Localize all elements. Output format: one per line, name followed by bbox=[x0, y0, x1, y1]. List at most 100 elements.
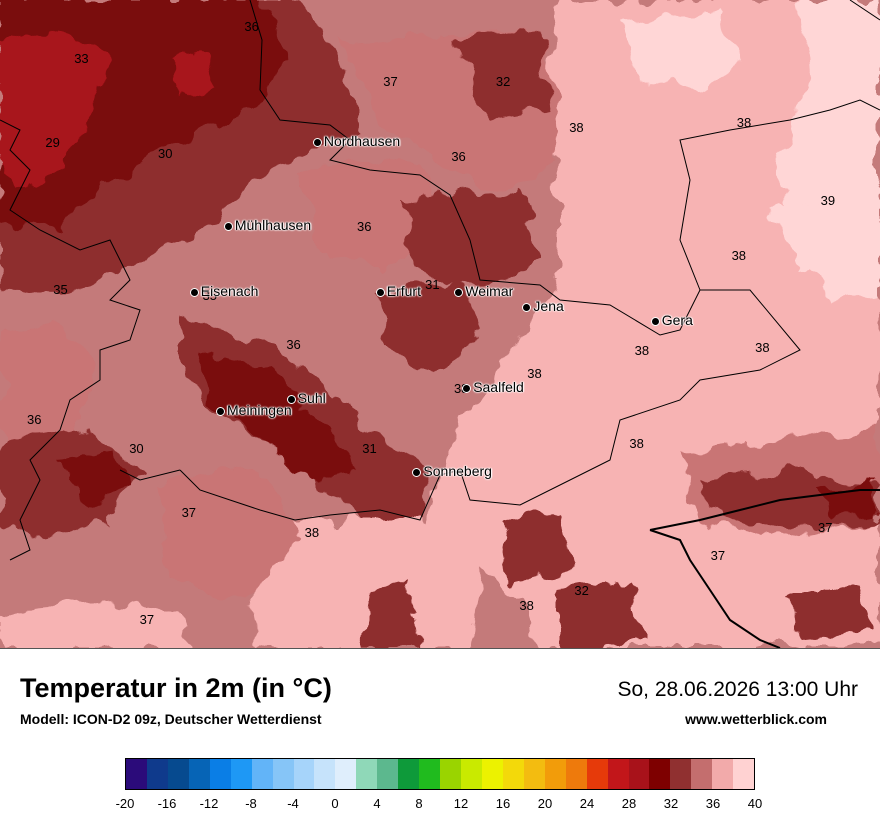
temperature-value-label: 38 bbox=[569, 120, 584, 136]
colorbar-swatch bbox=[335, 759, 357, 789]
temperature-value-label: 32 bbox=[574, 583, 589, 599]
colorbar-tick-label: 24 bbox=[579, 796, 595, 811]
colorbar-tick-label: 0 bbox=[331, 796, 339, 811]
city-marker[interactable] bbox=[522, 302, 532, 312]
temperature-value-label: 30 bbox=[158, 146, 173, 162]
colorbar-swatch bbox=[188, 759, 210, 789]
colorbar-tick-label: 40 bbox=[747, 796, 763, 811]
model-subtitle: Modell: ICON-D2 09z, Deutscher Wetterdie… bbox=[20, 711, 322, 727]
temperature-value-label: 38 bbox=[527, 366, 542, 382]
temperature-value-label: 32 bbox=[495, 74, 511, 89]
colorbar-swatch bbox=[628, 759, 650, 789]
state-borders bbox=[0, 0, 880, 561]
colorbar-tick-label: 16 bbox=[495, 796, 511, 811]
colorbar-swatch bbox=[314, 759, 336, 789]
temperature-value-label: 38 bbox=[629, 435, 644, 451]
colorbar-swatch bbox=[126, 759, 147, 789]
colorbar-swatch bbox=[377, 759, 399, 789]
temperature-value-label: 35 bbox=[202, 288, 217, 304]
colorbar-swatch bbox=[523, 759, 545, 789]
colorbar-tick-label: 28 bbox=[621, 796, 637, 811]
colorbar-tick-label: -8 bbox=[245, 796, 257, 811]
city-marker[interactable] bbox=[375, 288, 385, 298]
temperature-value-label: 36 bbox=[244, 19, 259, 35]
city-label: Suhl bbox=[297, 390, 326, 407]
city-label: Erfurt bbox=[386, 283, 421, 300]
temperature-value-label: 38 bbox=[634, 343, 650, 359]
temperature-value-label: 31 bbox=[362, 441, 377, 457]
city-label: Nordhausen bbox=[323, 132, 401, 149]
temperature-field bbox=[0, 0, 880, 648]
colorbar-swatch bbox=[167, 759, 189, 789]
city-marker[interactable] bbox=[462, 383, 472, 393]
city-label: Weimar bbox=[465, 283, 514, 300]
colorbar-tick-label: 20 bbox=[537, 796, 553, 811]
city-label: Meiningen bbox=[227, 401, 292, 418]
colorbar-swatch bbox=[670, 759, 692, 789]
temperature-zones bbox=[0, 0, 880, 648]
colorbar-swatch bbox=[440, 759, 461, 789]
city-marker[interactable] bbox=[312, 137, 322, 147]
temperature-value-label: 29 bbox=[45, 134, 60, 150]
colorbar-ticks: -20 -16 -12 -8 -4 0 4 8 12 16 20 24 28 32 36 40 bbox=[116, 796, 763, 812]
temperature-value-label: 37 bbox=[383, 74, 398, 89]
temperature-value-label: 31 bbox=[425, 276, 440, 292]
city-marker[interactable] bbox=[216, 406, 225, 416]
colorbar-tick-label: -16 bbox=[157, 796, 177, 811]
city-label: Sonneberg bbox=[423, 462, 492, 479]
city-label: Eisenach bbox=[200, 283, 259, 300]
colorbar-tick-label: -4 bbox=[287, 796, 299, 811]
city-marker[interactable] bbox=[454, 288, 464, 298]
city-marker[interactable] bbox=[286, 395, 296, 405]
city-label: Gera bbox=[661, 312, 693, 329]
colorbar-tick-label: 12 bbox=[453, 796, 469, 811]
temperature-value-label: 37 bbox=[139, 612, 155, 628]
colorbar-swatch bbox=[356, 759, 378, 789]
temperature-value-label: 33 bbox=[74, 50, 89, 66]
colorbar-swatch bbox=[733, 759, 755, 789]
colorbar bbox=[125, 758, 755, 790]
temperature-map[interactable]: 36 33 37 32 38 38 29 30 36 39 36 38 35 35 31 36 38 38 38 38… bbox=[0, 0, 880, 649]
colorbar-swatch bbox=[461, 759, 482, 789]
forecast-datetime: So, 28.06.2026 13:00 Uhr bbox=[617, 678, 858, 701]
colorbar-swatch bbox=[481, 759, 503, 789]
city-label: Saalfeld bbox=[473, 378, 524, 395]
city-label: Mühlhausen bbox=[234, 216, 312, 233]
city-label: Jena bbox=[533, 297, 564, 314]
colorbar-swatch bbox=[419, 759, 441, 789]
temperature-value-label: 37 bbox=[710, 548, 726, 564]
website-link[interactable]: www.wetterblick.com bbox=[685, 711, 827, 727]
colorbar-swatch bbox=[146, 759, 168, 789]
colorbar-swatch bbox=[251, 759, 273, 789]
colorbar-tick-label: 36 bbox=[705, 796, 721, 811]
temperature-value-label: 38 bbox=[731, 247, 747, 263]
temperature-value-label: 30 bbox=[129, 441, 144, 457]
temperature-value-label: 38 bbox=[736, 114, 752, 130]
temperature-value-label: 37 bbox=[181, 505, 197, 521]
city-marker[interactable] bbox=[412, 467, 422, 477]
temperature-value-label: 38 bbox=[304, 525, 320, 541]
temperature-value-label: 36 bbox=[357, 218, 372, 234]
colorbar-tick-label: 32 bbox=[663, 796, 679, 811]
city-marker[interactable] bbox=[189, 288, 199, 298]
city-marker[interactable] bbox=[650, 317, 660, 327]
colorbar-swatch bbox=[272, 759, 294, 789]
country-border bbox=[649, 489, 880, 648]
colorbar-swatch bbox=[230, 759, 252, 789]
colorbar-swatch bbox=[544, 759, 566, 789]
temperature-value-label: 38 bbox=[755, 340, 770, 356]
colorbar-swatch bbox=[649, 759, 671, 789]
temperature-value-label: 36 bbox=[27, 412, 42, 428]
temperature-value-label: 39 bbox=[820, 192, 836, 208]
colorbar-swatch bbox=[607, 759, 629, 789]
chart-title: Temperatur in 2m (in °C) bbox=[20, 673, 332, 703]
city-marker[interactable] bbox=[223, 221, 233, 231]
colorbar-swatch bbox=[691, 759, 713, 789]
temperature-value-label: 38 bbox=[519, 597, 534, 613]
temperature-value-label: 36 bbox=[286, 337, 301, 353]
temperature-value-label: 36 bbox=[451, 149, 466, 165]
temperature-value-label: 35 bbox=[53, 282, 68, 298]
colorbar-swatch bbox=[712, 759, 734, 789]
colorbar-swatch bbox=[398, 759, 420, 789]
colorbar-tick-label: -12 bbox=[199, 796, 219, 811]
